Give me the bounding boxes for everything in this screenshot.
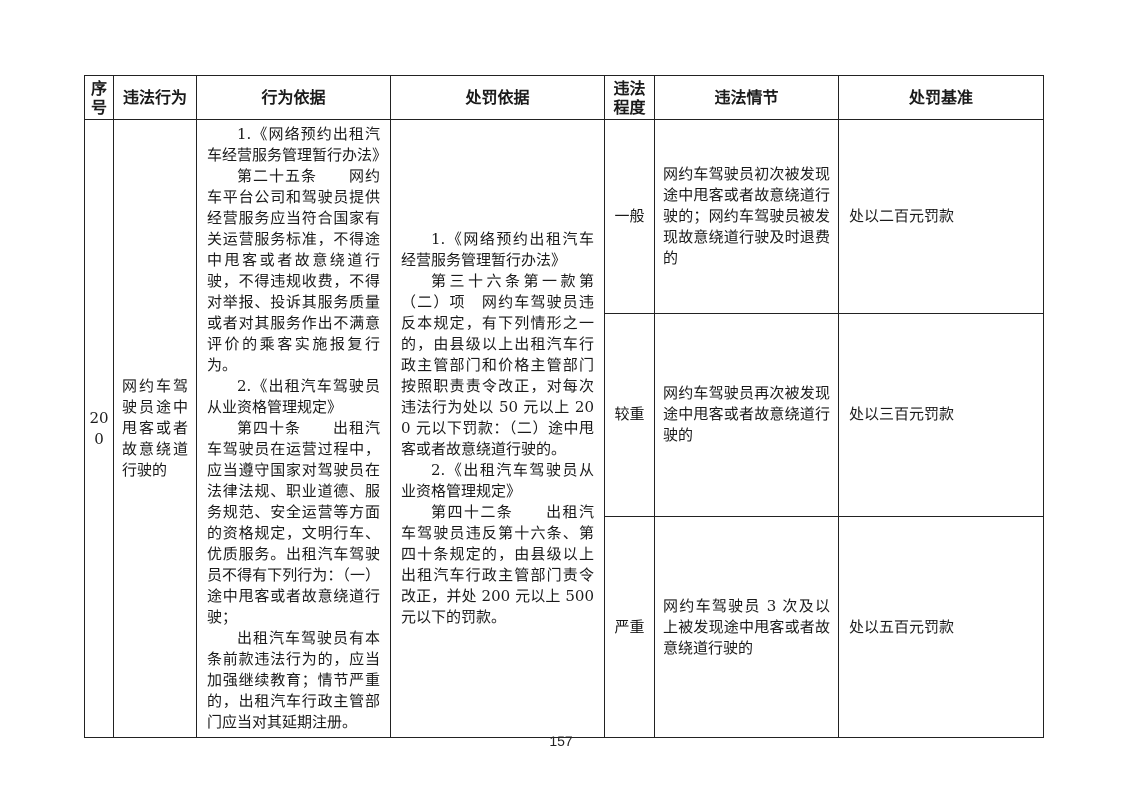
table-row: 200 网约车驾驶员途中甩客或者故意绕道行驶的 1.《网络预约出租汽车经营服务管… <box>84 119 1044 738</box>
penalty-basis-paragraph: 第四十二条 出租汽车驾驶员违反第十六条、第四十条规定的，由县级以上出租汽车行政主… <box>401 503 594 626</box>
standard-cell-moderate: 处以三百元罚款 <box>838 312 1044 518</box>
header-row: 序号 违法行为 行为依据 处罚依据 违法程度 违法情节 处罚基准 <box>84 75 1044 120</box>
col-header-behavior: 违法行为 <box>113 75 197 120</box>
circumstance-cell-moderate: 网约车驾驶员再次被发现途中甩客或者故意绕道行驶的 <box>654 312 839 518</box>
penalty-standards-table: 序号 违法行为 行为依据 处罚依据 违法程度 违法情节 处罚基准 200 网约车… <box>84 75 1044 738</box>
violation-behavior-cell: 网约车驾驶员途中甩客或者故意绕道行驶的 <box>113 119 197 738</box>
page-number: 157 <box>549 733 573 749</box>
degree-cell-moderate: 较重 <box>604 312 655 518</box>
standard-cell-general: 处以二百元罚款 <box>838 119 1044 314</box>
behavior-basis-cell: 1.《网络预约出租汽车经营服务管理暂行办法》 第二十五条 网约车平台公司和驾驶员… <box>196 119 391 738</box>
penalty-basis-paragraph: 第三十六条第一款第（二）项 网约车驾驶员违反本规定，有下列情形之一的，由县级以上… <box>401 272 594 458</box>
behavior-basis-paragraph: 出租汽车驾驶员有本条前款违法行为的，应当加强继续教育；情节严重的，出租汽车行政主… <box>207 629 380 731</box>
serial-number-cell: 200 <box>84 119 114 738</box>
behavior-basis-paragraph: 第二十五条 网约车平台公司和驾驶员提供经营服务应当符合国家有关运营服务标准，不得… <box>207 167 380 374</box>
degree-cell-general: 一般 <box>604 119 655 314</box>
col-header-serial: 序号 <box>84 75 114 120</box>
penalty-basis-cell: 1.《网络预约出租汽车经营服务管理暂行办法》 第三十六条第一款第（二）项 网约车… <box>390 119 605 738</box>
circumstance-cell-general: 网约车驾驶员初次被发现途中甩客或者故意绕道行驶的；网约车驾驶员被发现故意绕道行驶… <box>654 119 839 314</box>
degree-cell-severe: 严重 <box>604 516 655 738</box>
behavior-basis-paragraph: 1.《网络预约出租汽车经营服务管理暂行办法》 <box>207 125 388 164</box>
col-header-penalty-basis: 处罚依据 <box>390 75 605 120</box>
table-row: 严重 网约车驾驶员 3 次及以上被发现途中甩客或者故意绕道行驶的 处以五百元罚款 <box>85 516 1044 738</box>
penalty-basis-paragraph: 1.《网络预约出租汽车经营服务管理暂行办法》 <box>401 230 594 269</box>
penalty-basis-paragraph: 2.《出租汽车驾驶员从业资格管理规定》 <box>401 461 594 500</box>
circumstance-cell-severe: 网约车驾驶员 3 次及以上被发现途中甩客或者故意绕道行驶的 <box>654 516 839 738</box>
table-row: 较重 网约车驾驶员再次被发现途中甩客或者故意绕道行驶的 处以三百元罚款 <box>85 312 1044 518</box>
col-header-behavior-basis: 行为依据 <box>196 75 391 120</box>
col-header-circumstance: 违法情节 <box>654 75 839 120</box>
col-header-degree: 违法程度 <box>604 75 655 120</box>
col-header-standard: 处罚基准 <box>838 75 1044 120</box>
behavior-basis-paragraph: 2.《出租汽车驾驶员从业资格管理规定》 <box>207 377 380 416</box>
behavior-basis-paragraph: 第四十条 出租汽车驾驶员在运营过程中，应当遵守国家对驾驶员在法律法规、职业道德、… <box>207 419 380 626</box>
standard-cell-severe: 处以五百元罚款 <box>838 516 1044 738</box>
